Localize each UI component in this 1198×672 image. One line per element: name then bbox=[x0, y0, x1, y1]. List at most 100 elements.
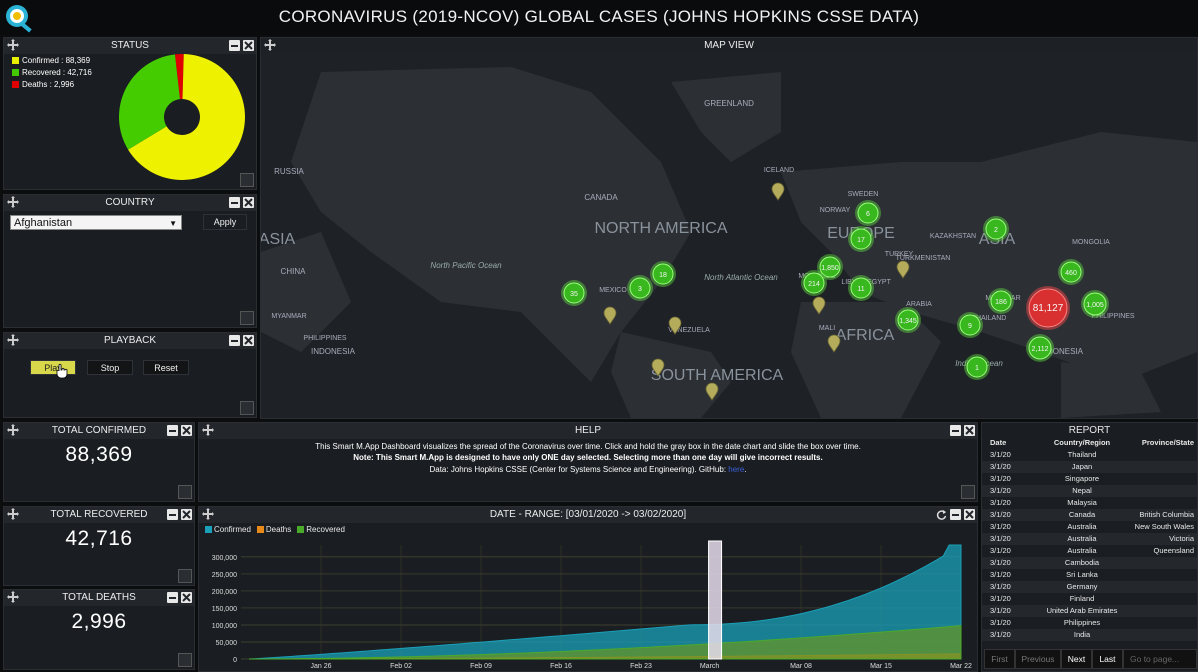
table-row[interactable]: 3/1/20 India bbox=[982, 629, 1197, 641]
close-icon[interactable] bbox=[243, 40, 254, 51]
move-icon[interactable] bbox=[7, 424, 19, 436]
map-marker-icon[interactable] bbox=[771, 182, 785, 201]
apply-button[interactable]: Apply bbox=[203, 214, 247, 230]
resize-handle[interactable] bbox=[178, 569, 192, 583]
close-icon[interactable] bbox=[181, 592, 192, 603]
area-series-recovered[interactable] bbox=[248, 625, 962, 660]
legend-item-confirmed[interactable]: Confirmed bbox=[205, 525, 251, 534]
table-row[interactable]: 3/1/20 Germany bbox=[982, 581, 1197, 593]
case-cluster-marker[interactable]: 2,112 bbox=[1026, 334, 1054, 362]
minimize-icon[interactable] bbox=[950, 509, 961, 520]
table-row[interactable]: 3/1/20 Malaysia bbox=[982, 497, 1197, 509]
donut-slice-confirmed[interactable] bbox=[128, 54, 245, 180]
date-area-chart[interactable]: 0 50,000 100,000 150,000 200,000 250,000 300,0… bbox=[199, 537, 977, 671]
table-row[interactable]: 3/1/20 Australia New South Wales bbox=[982, 521, 1197, 533]
table-row[interactable]: 3/1/20 Finland bbox=[982, 593, 1197, 605]
map-marker-icon[interactable] bbox=[827, 334, 841, 353]
close-icon[interactable] bbox=[181, 509, 192, 520]
table-row[interactable]: 3/1/20 Canada British Columbia bbox=[982, 509, 1197, 521]
resize-handle[interactable] bbox=[240, 401, 254, 415]
country-select[interactable]: Afghanistan ▼ bbox=[10, 215, 182, 230]
resize-handle[interactable] bbox=[240, 173, 254, 187]
play-button[interactable]: Play bbox=[30, 360, 76, 375]
close-icon[interactable] bbox=[964, 425, 975, 436]
table-row[interactable]: 3/1/20 United Arab Emirates bbox=[982, 605, 1197, 617]
resize-handle[interactable] bbox=[178, 653, 192, 667]
column-header-country[interactable]: Country/Region bbox=[1053, 438, 1111, 447]
minimize-icon[interactable] bbox=[950, 425, 961, 436]
case-cluster-marker[interactable]: 1,850 bbox=[817, 254, 843, 280]
pager-last-button[interactable]: Last bbox=[1092, 649, 1123, 669]
minimize-icon[interactable] bbox=[167, 425, 178, 436]
case-cluster-marker[interactable]: 186 bbox=[988, 288, 1014, 314]
case-cluster-marker[interactable]: 1 bbox=[964, 354, 990, 380]
github-link[interactable]: here bbox=[728, 465, 745, 474]
move-icon[interactable] bbox=[202, 508, 214, 520]
map-marker-icon[interactable] bbox=[705, 382, 719, 401]
table-row[interactable]: 3/1/20 Japan bbox=[982, 461, 1197, 473]
move-icon[interactable] bbox=[202, 424, 214, 436]
pager-previous-button[interactable]: Previous bbox=[1015, 649, 1061, 669]
move-icon[interactable] bbox=[7, 591, 19, 603]
case-cluster-marker[interactable]: 17 bbox=[848, 226, 874, 252]
pager-next-button[interactable]: Next bbox=[1061, 649, 1092, 669]
reset-button[interactable]: Reset bbox=[143, 360, 189, 375]
case-cluster-marker[interactable]: 81,127 bbox=[1026, 286, 1070, 330]
column-header-province[interactable]: Province/State bbox=[1141, 438, 1194, 447]
table-row[interactable]: 3/1/20 Thailand bbox=[982, 449, 1197, 461]
case-cluster-marker[interactable]: 6 bbox=[855, 200, 881, 226]
resize-handle[interactable] bbox=[961, 485, 975, 499]
resize-handle[interactable] bbox=[178, 485, 192, 499]
table-row[interactable]: 3/1/20 Singapore bbox=[982, 473, 1197, 485]
date-range-handle[interactable] bbox=[708, 540, 723, 660]
close-icon[interactable] bbox=[181, 425, 192, 436]
stop-button[interactable]: Stop bbox=[87, 360, 133, 375]
case-cluster-marker[interactable]: 11 bbox=[848, 275, 874, 301]
table-row[interactable]: 3/1/20 Sri Lanka bbox=[982, 569, 1197, 581]
table-row[interactable]: 3/1/20 Australia Victoria bbox=[982, 533, 1197, 545]
minimize-icon[interactable] bbox=[229, 335, 240, 346]
case-cluster-marker[interactable]: 1,345 bbox=[895, 307, 921, 333]
case-cluster-marker[interactable]: 3 bbox=[627, 275, 653, 301]
case-cluster-marker[interactable]: 18 bbox=[650, 261, 676, 287]
case-cluster-marker[interactable]: 2 bbox=[983, 216, 1009, 242]
cluster-count: 81,127 bbox=[1033, 303, 1064, 314]
donut-slice-deaths[interactable] bbox=[174, 54, 184, 100]
legend-item-recovered[interactable]: Recovered bbox=[297, 525, 345, 534]
table-row[interactable]: 3/1/20 Nepal bbox=[982, 485, 1197, 497]
move-icon[interactable] bbox=[7, 39, 19, 51]
minimize-icon[interactable] bbox=[167, 592, 178, 603]
column-header-date[interactable]: Date bbox=[990, 438, 1007, 447]
map-marker-icon[interactable] bbox=[651, 358, 665, 377]
close-icon[interactable] bbox=[243, 335, 254, 346]
minimize-icon[interactable] bbox=[229, 197, 240, 208]
move-icon[interactable] bbox=[7, 508, 19, 520]
pager-first-button[interactable]: First bbox=[984, 649, 1015, 669]
case-cluster-marker[interactable]: 214 bbox=[801, 270, 827, 296]
move-icon[interactable] bbox=[264, 39, 276, 51]
map-marker-icon[interactable] bbox=[603, 306, 617, 325]
refresh-icon[interactable] bbox=[936, 509, 947, 520]
resize-handle[interactable] bbox=[240, 311, 254, 325]
map-marker-icon[interactable] bbox=[668, 316, 682, 335]
table-row[interactable]: 3/1/20 Australia Queensland bbox=[982, 545, 1197, 557]
map-marker-icon[interactable] bbox=[812, 296, 826, 315]
table-row[interactable]: 3/1/20 Philippines bbox=[982, 617, 1197, 629]
area-series-confirmed[interactable] bbox=[248, 544, 962, 660]
world-map[interactable]: GREENLAND ICELAND CANADA RUSSIA NORTH AMERIC… bbox=[261, 52, 1197, 418]
close-icon[interactable] bbox=[964, 509, 975, 520]
case-cluster-marker[interactable]: 460 bbox=[1058, 259, 1084, 285]
legend-item-deaths[interactable]: Deaths bbox=[256, 525, 291, 534]
move-icon[interactable] bbox=[7, 196, 19, 208]
donut-slice-recovered[interactable] bbox=[119, 54, 180, 150]
case-cluster-marker[interactable]: 9 bbox=[957, 312, 983, 338]
move-icon[interactable] bbox=[7, 334, 19, 346]
minimize-icon[interactable] bbox=[167, 509, 178, 520]
case-cluster-marker[interactable]: 35 bbox=[561, 280, 587, 306]
map-marker-icon[interactable] bbox=[896, 260, 910, 279]
pager-goto-input[interactable]: Go to page... bbox=[1123, 649, 1197, 669]
minimize-icon[interactable] bbox=[229, 40, 240, 51]
table-row[interactable]: 3/1/20 Cambodia bbox=[982, 557, 1197, 569]
close-icon[interactable] bbox=[243, 197, 254, 208]
case-cluster-marker[interactable]: 1,005 bbox=[1081, 290, 1109, 318]
